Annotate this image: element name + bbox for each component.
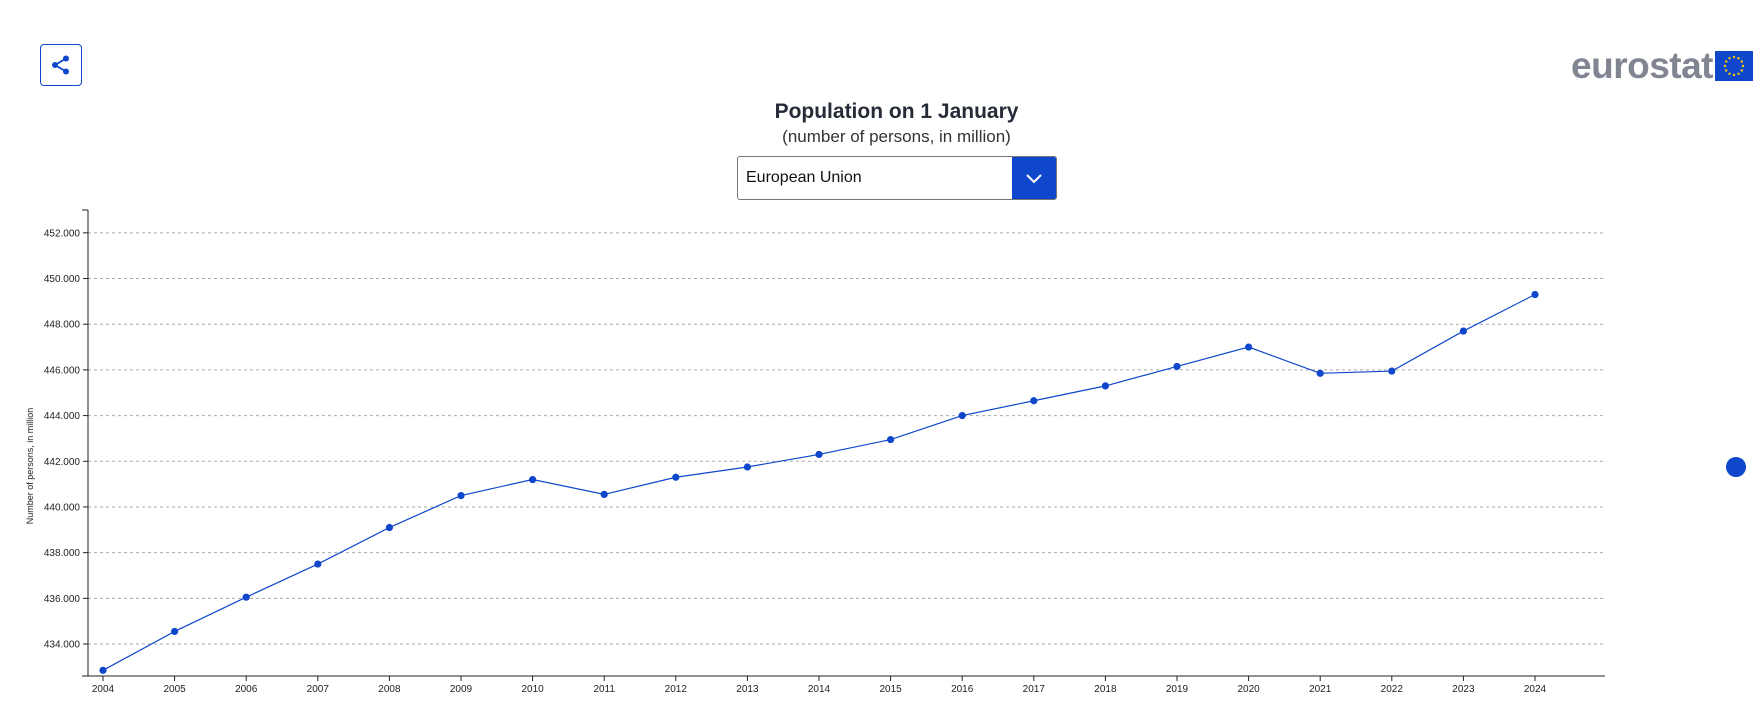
x-tick-label: 2004: [92, 684, 115, 695]
x-tick-label: 2019: [1166, 684, 1189, 695]
data-point: [1459, 327, 1467, 335]
eurostat-logo: eurostat: [1571, 45, 1753, 86]
chevron-down-icon: [1026, 174, 1042, 184]
x-tick-label: 2005: [163, 684, 186, 695]
data-point: [672, 473, 680, 481]
data-point: [385, 523, 393, 532]
x-tick-label: 2009: [450, 684, 473, 695]
data-point: [743, 463, 752, 471]
data-point: [1101, 382, 1109, 390]
x-tick-label: 2016: [951, 684, 974, 695]
y-tick-label: 446.000: [44, 365, 81, 376]
country-select-value: European Union: [746, 169, 862, 186]
y-tick-label: 450.000: [44, 274, 81, 285]
country-select[interactable]: European Union: [737, 156, 1057, 200]
data-point: [958, 411, 966, 420]
y-tick-label: 434.000: [44, 640, 81, 651]
x-tick-label: 2022: [1381, 684, 1404, 695]
x-tick-label: 2011: [593, 684, 615, 695]
x-tick-label: 2006: [235, 684, 258, 695]
y-tick-label: 438.000: [44, 548, 81, 559]
x-tick-label: 2021: [1309, 684, 1332, 695]
x-tick-label: 2013: [736, 684, 759, 695]
data-point: [1173, 362, 1181, 371]
line-chart: 434.000 436.000 438.000 440.000 442.000 444.0…: [25, 209, 1605, 695]
data-point: [1388, 367, 1396, 375]
data-point: [242, 593, 250, 601]
data-point: [99, 666, 107, 674]
share-button[interactable]: [40, 44, 82, 86]
x-tick-label: 2010: [521, 684, 544, 695]
y-tick-label: 440.000: [44, 502, 81, 513]
select-toggle-button[interactable]: [1012, 157, 1056, 199]
y-tick-label: 448.000: [44, 320, 81, 331]
data-point: [171, 627, 179, 636]
y-tick-label: 442.000: [44, 457, 81, 468]
data-point: [529, 475, 537, 484]
data-point: [1316, 369, 1324, 377]
x-tick-label: 2020: [1237, 684, 1260, 695]
x-tick-label: 2024: [1524, 684, 1547, 695]
x-tick-label: 2014: [808, 684, 831, 695]
share-icon: [52, 55, 69, 75]
y-axis-label: Number of persons, in million: [25, 408, 35, 525]
x-tick-label: 2023: [1452, 684, 1475, 695]
x-tick-label: 2018: [1094, 684, 1117, 695]
y-tick-label: 452.000: [44, 228, 81, 239]
eu-flag-icon: [1715, 51, 1753, 81]
data-point: [1030, 397, 1038, 405]
data-point: [815, 450, 823, 459]
data-point: [1531, 290, 1539, 299]
chart-title: Population on 1 January: [774, 100, 1019, 123]
x-tick-label: 2008: [378, 684, 401, 695]
data-point: [314, 560, 322, 568]
data-point: [600, 490, 608, 498]
data-point: [1245, 343, 1253, 351]
side-indicator-dot[interactable]: [1726, 457, 1746, 477]
logo-text: eurostat: [1571, 45, 1713, 86]
series-line: [102, 293, 1536, 671]
x-tick-label: 2017: [1023, 684, 1046, 695]
chart-subtitle: (number of persons, in million): [782, 127, 1011, 146]
x-tick-label: 2015: [879, 684, 902, 695]
x-tick-label: 2007: [307, 684, 330, 695]
data-point: [887, 435, 895, 444]
y-tick-label: 444.000: [44, 411, 81, 422]
y-tick-label: 436.000: [44, 594, 81, 605]
x-tick-label: 2012: [665, 684, 688, 695]
data-point: [457, 491, 465, 500]
